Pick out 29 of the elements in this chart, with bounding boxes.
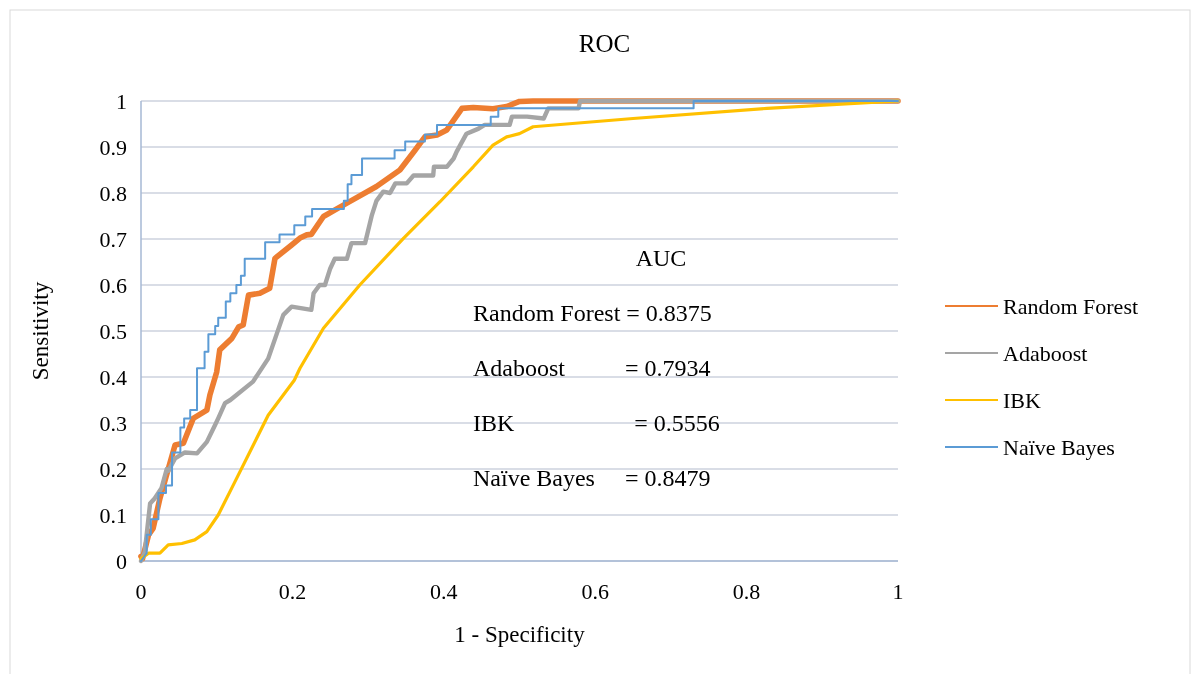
annotation: Random Forest = 0.8375 xyxy=(473,300,712,326)
y-axis-title: Sensitivity xyxy=(27,281,53,381)
y-tick-label: 0.9 xyxy=(99,134,127,160)
legend-label: Random Forest xyxy=(1003,293,1139,319)
x-tick-label: 1 xyxy=(892,578,904,604)
annotation: Naïve Bayes = 0.8479 xyxy=(473,465,711,491)
x-axis-title: 1 - Specificity xyxy=(454,622,586,647)
legend-label: IBK xyxy=(1003,387,1041,413)
x-tick-label: 0.2 xyxy=(278,578,307,604)
x-tick-label: 0.8 xyxy=(732,578,761,604)
y-tick-label: 0.2 xyxy=(99,456,127,482)
y-tick-label: 0.1 xyxy=(99,502,127,528)
y-tick-label: 0.4 xyxy=(99,364,127,390)
x-tick-label: 0.4 xyxy=(430,578,458,604)
y-tick-label: 1 xyxy=(116,88,127,114)
annotation: Adaboost = 0.7934 xyxy=(473,355,711,381)
y-tick-label: 0 xyxy=(116,548,127,574)
legend-label: Adaboost xyxy=(1003,340,1088,366)
y-tick-label: 0.5 xyxy=(99,318,127,344)
x-tick-label: 0.6 xyxy=(581,578,609,604)
legend-label: Naïve Bayes xyxy=(1003,434,1115,460)
y-tick-label: 0.3 xyxy=(99,410,127,436)
annotation: IBK = 0.5556 xyxy=(473,410,720,436)
y-tick-label: 0.8 xyxy=(99,180,127,206)
y-tick-label: 0.7 xyxy=(99,226,127,252)
chart-title: ROC xyxy=(578,30,631,57)
y-tick-label: 0.6 xyxy=(99,272,127,298)
x-tick-label: 0 xyxy=(135,578,147,604)
annotation: AUC xyxy=(635,245,687,271)
